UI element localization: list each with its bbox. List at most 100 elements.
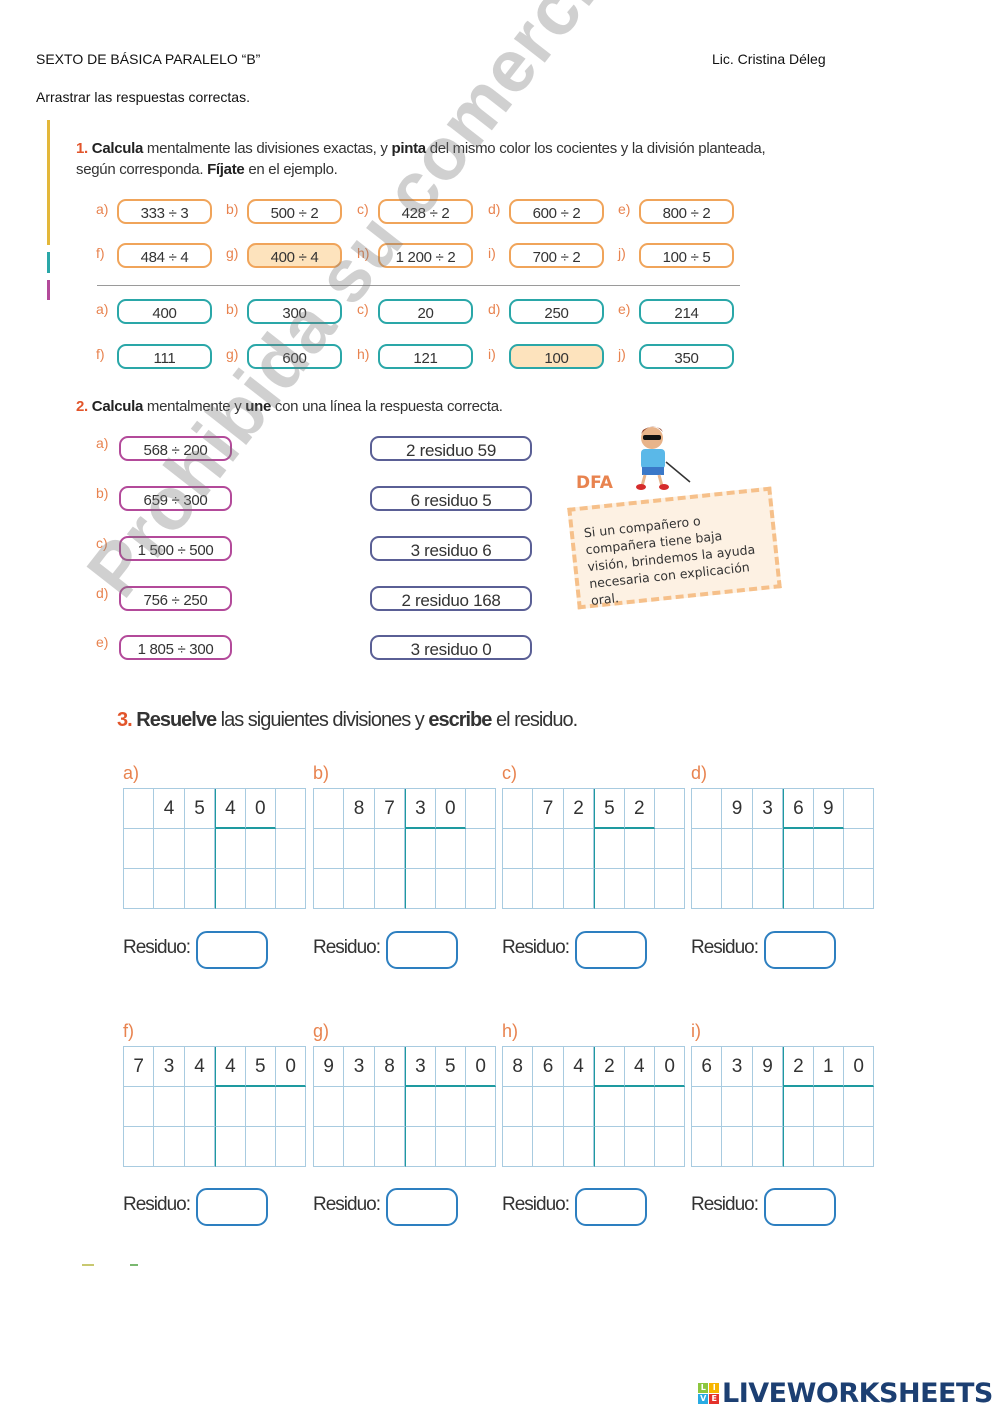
grid-cell[interactable]: 4 xyxy=(563,1047,595,1087)
grid-cell[interactable] xyxy=(503,869,534,909)
answer-box[interactable]: 3 residuo 0 xyxy=(370,635,532,660)
grid-cell[interactable] xyxy=(843,1127,875,1167)
grid-cell[interactable] xyxy=(374,1127,406,1167)
grid-cell[interactable] xyxy=(344,869,375,909)
residuo-input[interactable] xyxy=(196,931,268,969)
answer-box[interactable]: 2 residuo 59 xyxy=(370,436,532,461)
grid-cell[interactable] xyxy=(533,869,564,909)
grid-cell[interactable] xyxy=(692,1087,723,1127)
grid-cell[interactable]: 4 xyxy=(184,1047,216,1087)
division-box[interactable]: 756 ÷ 250 xyxy=(119,586,232,611)
division-box[interactable]: 333 ÷ 3 xyxy=(117,199,212,224)
grid-cell[interactable] xyxy=(594,869,625,909)
grid-cell[interactable] xyxy=(465,789,497,829)
grid-cell[interactable] xyxy=(154,1127,185,1167)
grid-cell[interactable] xyxy=(245,869,276,909)
residuo-input[interactable] xyxy=(386,931,458,969)
grid-cell[interactable] xyxy=(275,1087,307,1127)
grid-cell[interactable] xyxy=(184,829,216,869)
grid-cell[interactable] xyxy=(563,829,595,869)
grid-cell[interactable]: 3 xyxy=(752,789,784,829)
grid-cell[interactable]: 3 xyxy=(154,1047,185,1087)
grid-cell[interactable] xyxy=(783,1087,814,1127)
grid-cell[interactable] xyxy=(124,1127,155,1167)
grid-cell[interactable] xyxy=(374,1087,406,1127)
grid-cell[interactable] xyxy=(654,869,686,909)
grid-cell[interactable] xyxy=(624,829,655,869)
division-box[interactable]: 700 ÷ 2 xyxy=(509,243,604,268)
grid-cell[interactable] xyxy=(503,829,534,869)
grid-cell[interactable] xyxy=(843,829,875,869)
grid-cell[interactable] xyxy=(405,1127,436,1167)
quotient-box[interactable]: 214 xyxy=(639,299,734,324)
quotient-box[interactable]: 111 xyxy=(117,344,212,369)
grid-cell[interactable] xyxy=(654,789,686,829)
residuo-input[interactable] xyxy=(764,931,836,969)
grid-cell[interactable] xyxy=(154,829,185,869)
grid-cell[interactable] xyxy=(184,869,216,909)
grid-cell[interactable] xyxy=(533,1087,564,1127)
grid-cell[interactable] xyxy=(563,869,595,909)
answer-box[interactable]: 3 residuo 6 xyxy=(370,536,532,561)
division-box[interactable]: 659 ÷ 300 xyxy=(119,486,232,511)
grid-cell[interactable] xyxy=(722,829,753,869)
grid-cell[interactable] xyxy=(465,829,497,869)
grid-cell[interactable] xyxy=(752,869,784,909)
grid-cell[interactable] xyxy=(215,869,246,909)
grid-cell[interactable] xyxy=(154,1087,185,1127)
grid-cell[interactable] xyxy=(752,1127,784,1167)
grid-cell[interactable]: 6 xyxy=(533,1047,564,1087)
grid-cell[interactable]: 3 xyxy=(405,1047,436,1087)
grid-cell[interactable]: 4 xyxy=(154,789,185,829)
grid-cell[interactable] xyxy=(344,829,375,869)
grid-cell[interactable] xyxy=(503,1127,534,1167)
residuo-input[interactable] xyxy=(386,1188,458,1226)
grid-cell[interactable] xyxy=(215,829,246,869)
division-box[interactable]: 1 200 ÷ 2 xyxy=(378,243,473,268)
grid-cell[interactable] xyxy=(435,1127,466,1167)
division-box[interactable]: 484 ÷ 4 xyxy=(117,243,212,268)
grid-cell[interactable]: 7 xyxy=(533,789,564,829)
grid-cell[interactable] xyxy=(722,1127,753,1167)
grid-cell[interactable] xyxy=(344,1087,375,1127)
division-box[interactable]: 1 805 ÷ 300 xyxy=(119,635,232,660)
grid-cell[interactable] xyxy=(722,869,753,909)
quotient-box[interactable]: 121 xyxy=(378,344,473,369)
grid-cell[interactable] xyxy=(124,789,155,829)
grid-cell[interactable] xyxy=(275,789,307,829)
grid-cell[interactable]: 1 xyxy=(813,1047,844,1087)
grid-cell[interactable] xyxy=(245,1127,276,1167)
grid-cell[interactable]: 0 xyxy=(275,1047,307,1087)
grid-cell[interactable] xyxy=(813,1127,844,1167)
grid-cell[interactable] xyxy=(692,829,723,869)
grid-cell[interactable] xyxy=(275,869,307,909)
quotient-box[interactable]: 100 xyxy=(509,344,604,369)
grid-cell[interactable] xyxy=(654,829,686,869)
grid-cell[interactable] xyxy=(344,1127,375,1167)
grid-cell[interactable] xyxy=(722,1087,753,1127)
grid-cell[interactable] xyxy=(124,829,155,869)
grid-cell[interactable] xyxy=(124,869,155,909)
residuo-input[interactable] xyxy=(764,1188,836,1226)
grid-cell[interactable] xyxy=(783,1127,814,1167)
grid-cell[interactable]: 0 xyxy=(843,1047,875,1087)
division-box[interactable]: 500 ÷ 2 xyxy=(247,199,342,224)
grid-cell[interactable] xyxy=(374,869,406,909)
grid-cell[interactable] xyxy=(594,1087,625,1127)
grid-cell[interactable]: 4 xyxy=(215,789,246,829)
grid-cell[interactable] xyxy=(184,1127,216,1167)
grid-cell[interactable]: 9 xyxy=(722,789,753,829)
grid-cell[interactable] xyxy=(533,829,564,869)
grid-cell[interactable] xyxy=(245,1087,276,1127)
grid-cell[interactable] xyxy=(184,1087,216,1127)
residuo-input[interactable] xyxy=(575,1188,647,1226)
grid-cell[interactable] xyxy=(503,789,534,829)
grid-cell[interactable] xyxy=(435,869,466,909)
division-box[interactable]: 100 ÷ 5 xyxy=(639,243,734,268)
grid-cell[interactable] xyxy=(692,1127,723,1167)
division-box[interactable]: 568 ÷ 200 xyxy=(119,436,232,461)
grid-cell[interactable]: 6 xyxy=(783,789,814,829)
grid-cell[interactable]: 2 xyxy=(563,789,595,829)
grid-cell[interactable] xyxy=(594,1127,625,1167)
grid-cell[interactable] xyxy=(813,869,844,909)
